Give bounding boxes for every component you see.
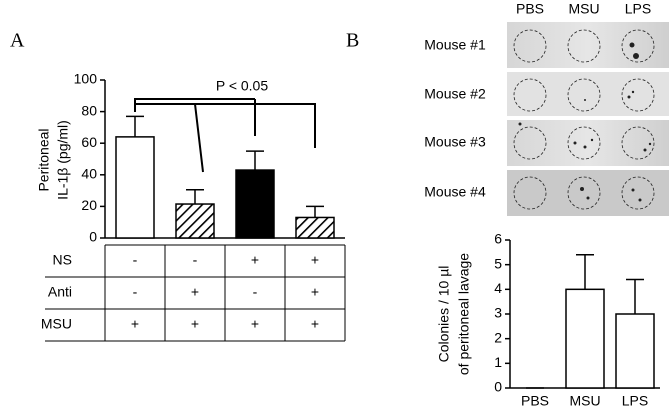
y-axis-label: Colonies / 10 µl bbox=[436, 266, 452, 363]
y-tick-label: 80 bbox=[81, 102, 97, 118]
table-cell: - bbox=[133, 284, 138, 300]
y-tick-label: 60 bbox=[81, 134, 97, 150]
x-tick-label: LPS bbox=[622, 393, 648, 409]
row-label: Mouse #2 bbox=[424, 86, 486, 102]
row-label: Mouse #3 bbox=[424, 134, 486, 150]
y-axis-label: IL-1β (pg/ml) bbox=[55, 120, 71, 200]
column-label: PBS bbox=[516, 1, 544, 17]
table-cell: - bbox=[193, 252, 198, 268]
y-tick-label: 20 bbox=[81, 197, 97, 213]
y-tick-label: 0 bbox=[494, 379, 502, 395]
table-cell: - bbox=[253, 284, 258, 300]
table-row-label: NS bbox=[53, 252, 72, 268]
bar bbox=[115, 136, 155, 239]
row-label: Mouse #4 bbox=[424, 184, 486, 200]
table-cell: - bbox=[133, 252, 138, 268]
y-tick-label: 100 bbox=[74, 71, 98, 87]
row-label: Mouse #1 bbox=[424, 37, 486, 53]
table-cell: + bbox=[311, 284, 319, 300]
y-tick-label: 3 bbox=[494, 305, 502, 321]
y-tick-label: 1 bbox=[494, 354, 502, 370]
column-label: LPS bbox=[625, 1, 651, 17]
y-tick-label: 5 bbox=[494, 255, 502, 271]
bar bbox=[615, 313, 655, 389]
table-row-label: Anti bbox=[48, 284, 72, 300]
table-cell: + bbox=[131, 316, 139, 332]
y-axis-label: Peritoneal bbox=[36, 128, 52, 191]
x-tick-label: MSU bbox=[569, 393, 600, 409]
plate-images bbox=[507, 22, 669, 216]
table-cell: + bbox=[251, 316, 259, 332]
bar bbox=[175, 203, 215, 239]
panel-label: B bbox=[346, 30, 359, 52]
y-tick-label: 2 bbox=[494, 329, 502, 345]
table-row-label: MSU bbox=[41, 316, 72, 332]
y-tick-label: 4 bbox=[494, 280, 502, 296]
y-tick-label: 0 bbox=[89, 229, 97, 245]
significance-bracket bbox=[134, 98, 316, 173]
table-cell: + bbox=[311, 316, 319, 332]
table-cell: + bbox=[311, 252, 319, 268]
y-tick-label: 40 bbox=[81, 166, 97, 182]
table-cell: + bbox=[251, 252, 259, 268]
table-cell: + bbox=[191, 284, 199, 300]
y-tick-label: 6 bbox=[494, 231, 502, 247]
bar bbox=[565, 288, 605, 389]
table-cell: + bbox=[191, 316, 199, 332]
bar bbox=[235, 169, 275, 239]
bar bbox=[295, 216, 335, 239]
column-label: MSU bbox=[568, 1, 599, 17]
annotation: P < 0.05 bbox=[216, 78, 269, 94]
y-axis-label: of peritoneal lavage bbox=[456, 253, 472, 375]
x-tick-label: PBS bbox=[521, 393, 549, 409]
panel-label: A bbox=[10, 30, 25, 52]
